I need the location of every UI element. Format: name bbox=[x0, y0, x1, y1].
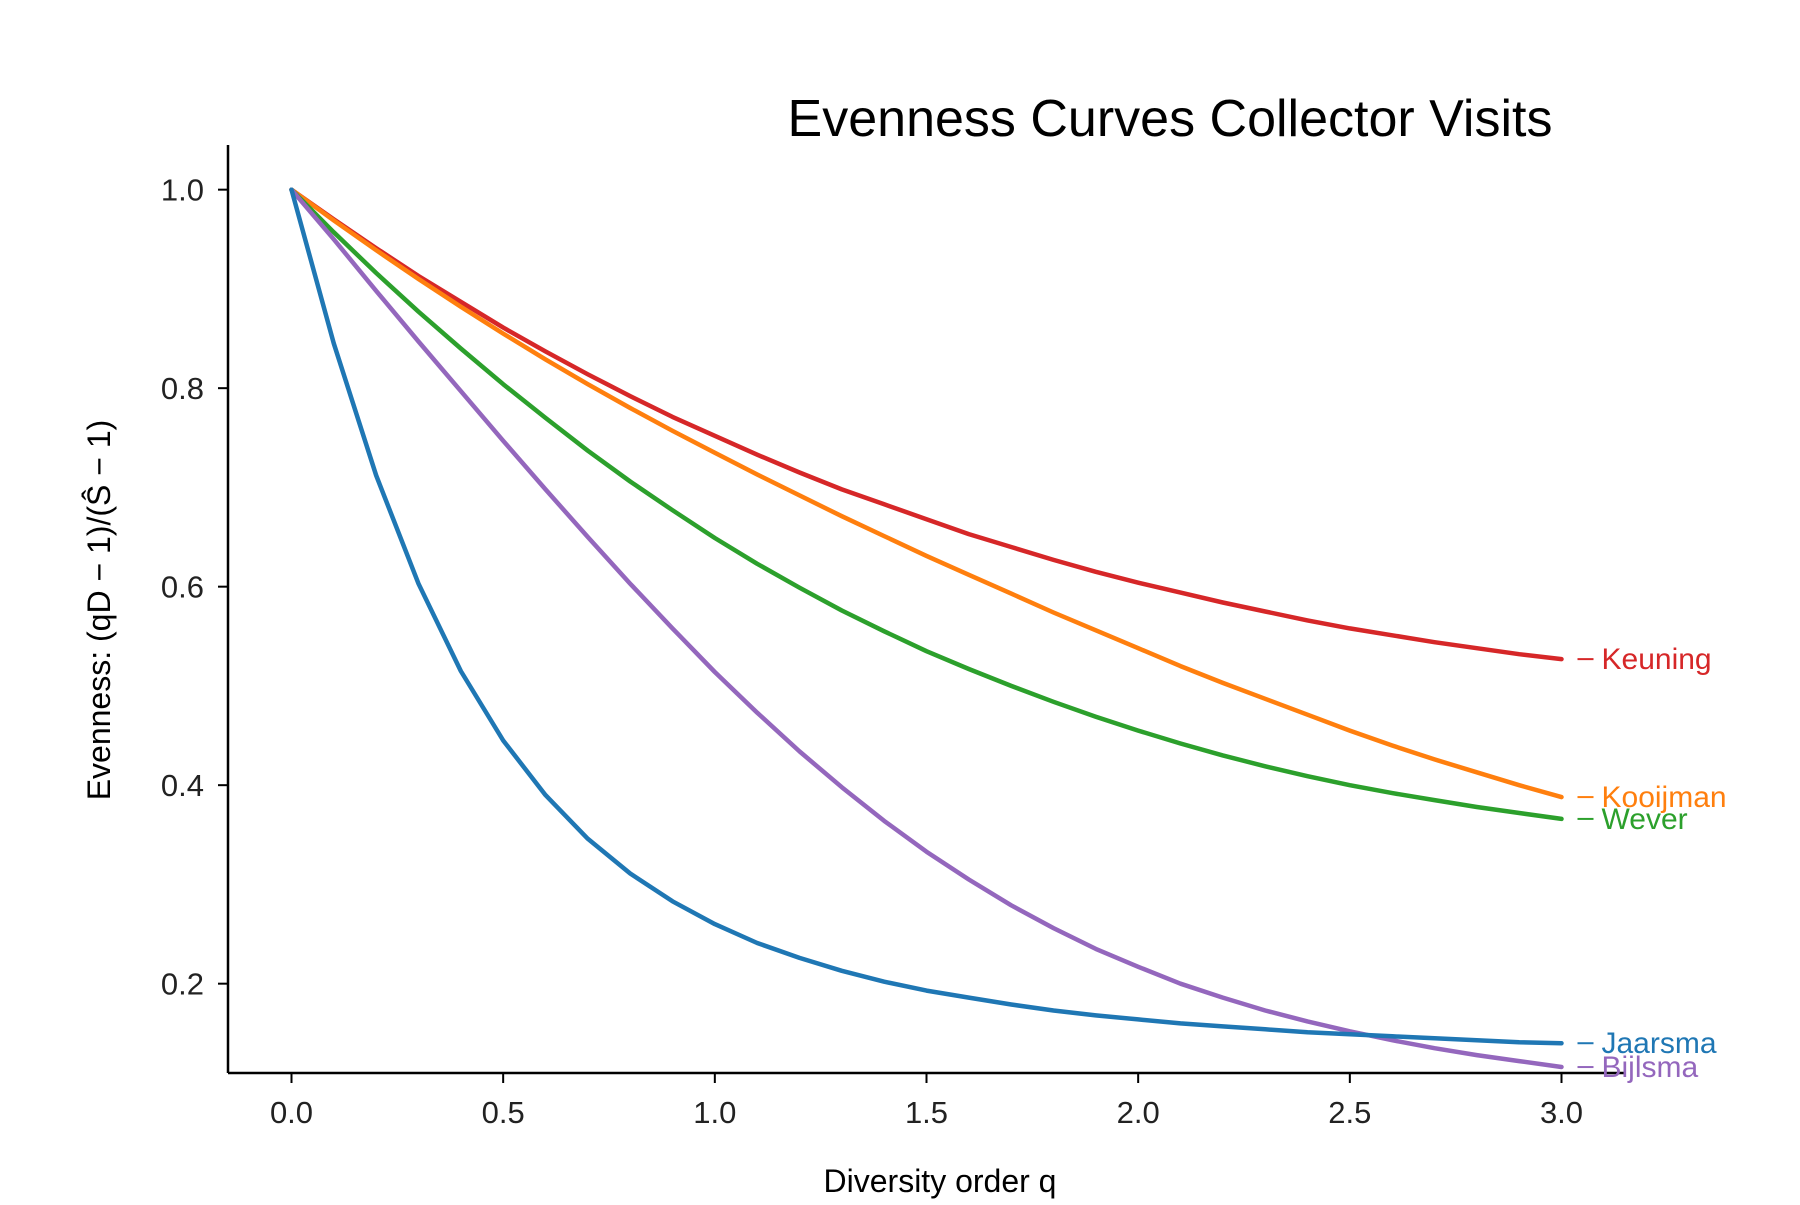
series-label-keuning: Keuning bbox=[1602, 643, 1712, 676]
x-tick-label: 2.0 bbox=[1117, 1095, 1160, 1130]
x-tick-label: 1.5 bbox=[905, 1095, 948, 1130]
series-line-keuning bbox=[289, 187, 1564, 662]
x-tick-label: 1.0 bbox=[693, 1095, 736, 1130]
series-line-wever bbox=[289, 187, 1564, 822]
series-line-jaarsma bbox=[289, 187, 1564, 1046]
x-tick-label: 2.5 bbox=[1328, 1095, 1371, 1130]
y-tick-label: 0.6 bbox=[161, 570, 204, 605]
series-label-wever: Wever bbox=[1602, 803, 1688, 836]
x-tick-label: 3.0 bbox=[1540, 1095, 1583, 1130]
series-lines bbox=[289, 187, 1564, 1070]
x-ticks: 0.0 0.5 1.0 1.5 2.0 2.5 3.0 bbox=[270, 1073, 1583, 1130]
x-tick-label: 0.5 bbox=[482, 1095, 525, 1130]
series-label-kooijman: Kooijman bbox=[1602, 781, 1727, 814]
x-tick-label: 0.0 bbox=[270, 1095, 313, 1130]
series-label-bijlsma: Bijlsma bbox=[1602, 1051, 1699, 1084]
y-axis-label: Evenness: (qD − 1)/(Ŝ − 1) bbox=[81, 420, 117, 801]
y-tick-label: 1.0 bbox=[161, 173, 204, 208]
x-axis-label: Diversity order q bbox=[824, 1163, 1057, 1199]
axes bbox=[226, 145, 1625, 1075]
y-tick-label: 0.8 bbox=[161, 371, 204, 406]
chart-title: Evenness Curves Collector Visits bbox=[788, 90, 1553, 148]
series-line-kooijman bbox=[289, 187, 1564, 800]
y-ticks: 0.2 0.4 0.6 0.8 1.0 bbox=[161, 173, 228, 1002]
y-tick-label: 0.4 bbox=[161, 768, 204, 803]
series-line-bijlsma bbox=[289, 187, 1564, 1070]
y-tick-label: 0.2 bbox=[161, 967, 204, 1002]
series-label-jaarsma: Jaarsma bbox=[1602, 1027, 1717, 1060]
